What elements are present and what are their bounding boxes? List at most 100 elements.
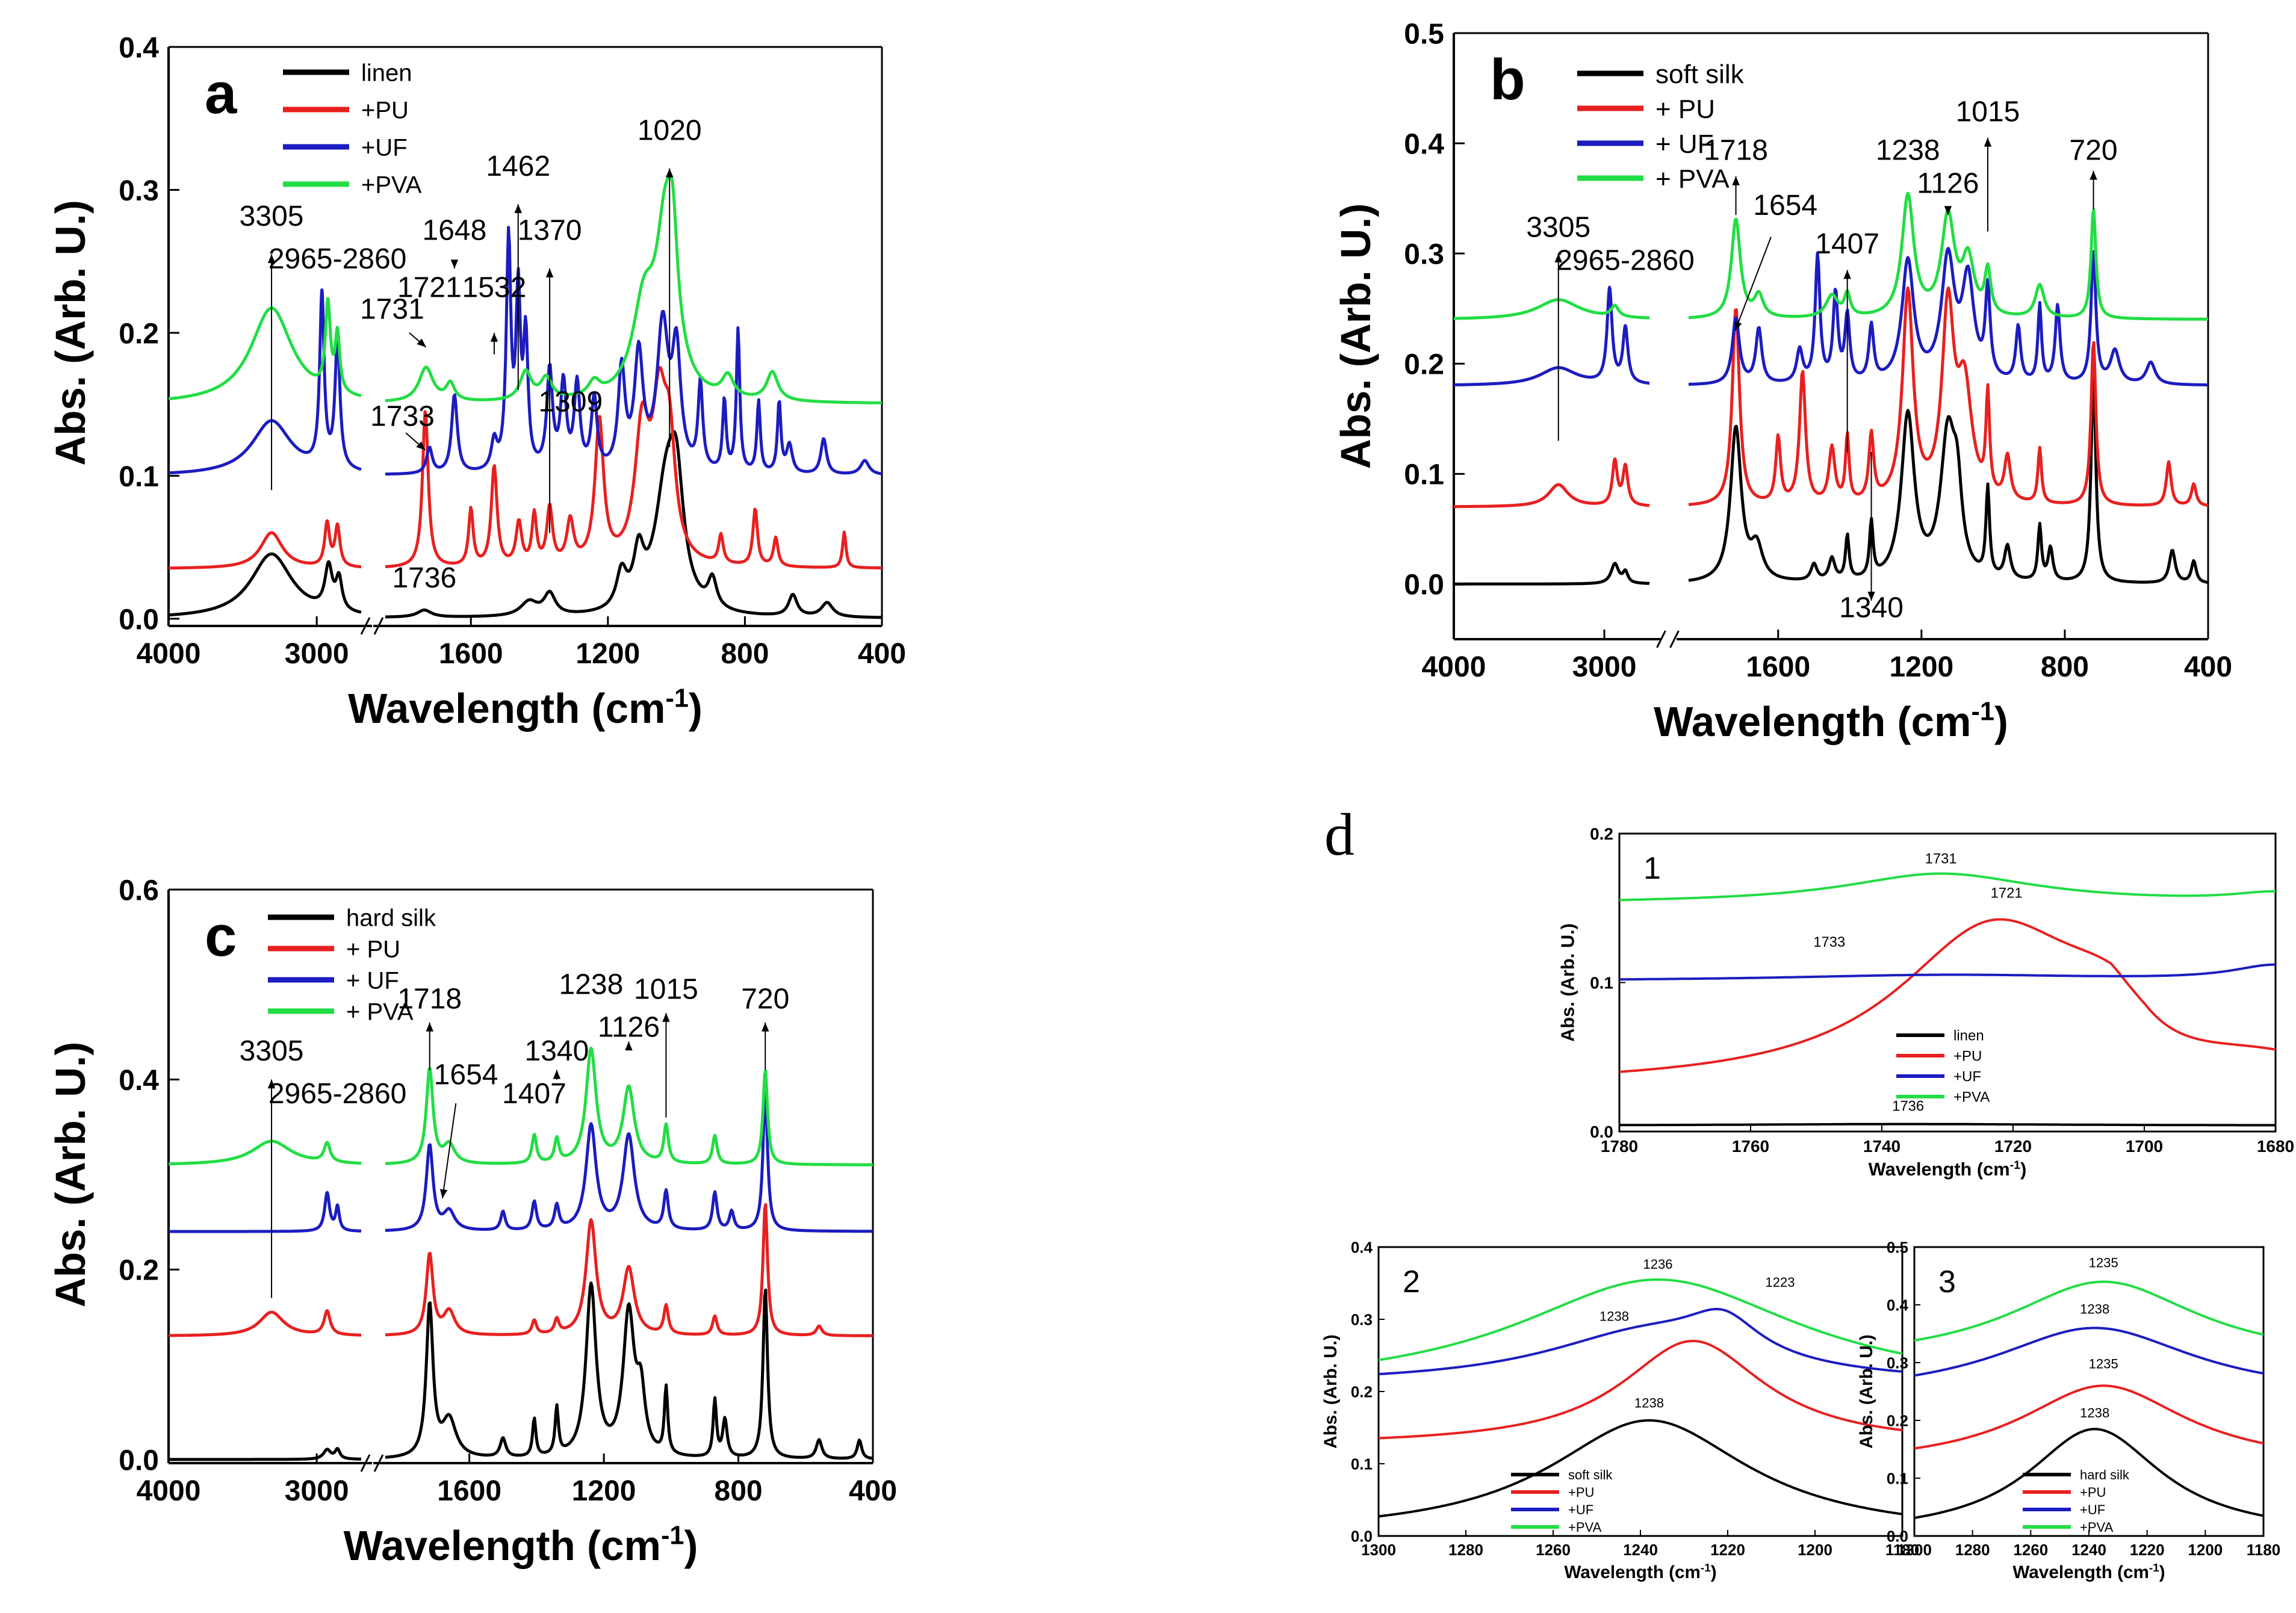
y-tick-label: 0.5	[1887, 1238, 1908, 1256]
y-tick-label: 0.0	[119, 604, 159, 636]
peak-label: 720	[2069, 135, 2117, 167]
x-tick-label: 1280	[1955, 1541, 1990, 1559]
peak-label: 1126	[1917, 167, 1979, 199]
series-line-pu	[1914, 1384, 2264, 1450]
y-tick-label: 0.1	[1590, 974, 1613, 992]
peak-arrow-head	[662, 1013, 670, 1022]
series-line-uf	[1453, 285, 1651, 386]
peak-label: 3305	[1526, 212, 1590, 244]
x-tick-label: 1740	[1863, 1137, 1900, 1156]
peak-arrow-head	[417, 338, 426, 347]
x-tick-label: 3000	[285, 1475, 349, 1507]
panel-label: c	[205, 904, 237, 968]
panel-number: 1	[1643, 851, 1661, 886]
y-tick-label: 0.2	[1590, 825, 1613, 843]
x-tick-label: 1220	[1710, 1541, 1745, 1559]
series-line-pu	[167, 1309, 362, 1337]
peak-label: 1721	[397, 272, 462, 304]
peak-label: 2965-2860	[268, 1078, 407, 1110]
y-tick-label: 0.1	[119, 461, 159, 493]
x-tick-label: 1760	[1732, 1137, 1769, 1156]
legend-label: hard silk	[2080, 1467, 2130, 1482]
peak-arrow-head	[1734, 321, 1742, 331]
chart-b: 0.0 0.1 0.2 0.3 0.4 0.5 4000 3000 1600 1200 800 400…	[1332, 18, 2232, 745]
series-line-uf	[1378, 1308, 1903, 1376]
peak-arrow-head	[439, 1189, 448, 1198]
peak-arrow-head	[416, 441, 426, 450]
legend-label: soft silk	[1655, 60, 1745, 89]
legend-label: linen	[1953, 1028, 1984, 1044]
legend-label: +PVA	[2080, 1520, 2114, 1535]
series-line-hardsilk	[1914, 1428, 2264, 1519]
y-axis-label: Abs. (Arb. U.)	[1557, 923, 1578, 1042]
y-tick-label: 0.0	[1404, 569, 1444, 601]
series-line-softsilk	[1688, 375, 2209, 584]
peak-label: 1731	[1925, 851, 1957, 867]
x-tick-label: 800	[721, 638, 769, 670]
series-line-pu	[1453, 457, 1651, 509]
peak-label: 1736	[1892, 1098, 1924, 1114]
peak-label: 1654	[434, 1059, 498, 1091]
legend-label: +PU	[361, 97, 409, 123]
peak-label: 1235	[2089, 1357, 2118, 1372]
peak-arrow-head	[1984, 137, 1992, 147]
peak-arrow-head	[625, 1041, 633, 1051]
peak-label: 1648	[423, 215, 487, 247]
y-tick-label: 0.3	[119, 175, 159, 207]
peak-label: 1238	[1876, 135, 1940, 167]
peak-label: 1731	[360, 293, 424, 325]
series-line-pva	[1453, 298, 1651, 320]
peak-arrow-head	[1732, 176, 1740, 185]
legend-label: +PU	[2080, 1485, 2106, 1500]
series-line-pva	[1619, 872, 2276, 902]
peak-label: 1370	[518, 215, 582, 247]
series-line-hardsilk	[167, 1447, 362, 1461]
peak-label: 1718	[1704, 135, 1768, 167]
y-tick-label: 0.6	[119, 875, 159, 906]
series-line-uf	[385, 1089, 873, 1233]
peak-label: 1721	[1991, 885, 2023, 901]
peak-label: 3305	[240, 200, 304, 232]
series-line-pva	[167, 297, 362, 401]
x-tick-label: 1600	[1746, 651, 1810, 683]
x-tick-label: 1200	[2188, 1541, 2223, 1559]
x-tick-label: 800	[715, 1475, 763, 1507]
x-tick-label: 400	[2184, 651, 2232, 683]
series-line-pu	[167, 519, 362, 570]
y-tick-label: 0.5	[1404, 18, 1444, 50]
legend-label: + PU	[346, 936, 400, 962]
legend-label: +UF	[2080, 1502, 2105, 1517]
y-tick-label: 0.2	[119, 1255, 159, 1287]
peak-label: 1733	[370, 400, 435, 432]
x-tick-label: 1240	[2071, 1541, 2106, 1559]
peak-label: 1020	[638, 114, 702, 146]
peak-label: 1238	[1599, 1308, 1629, 1324]
x-tick-label: 1200	[1889, 651, 1953, 683]
peak-label: 1015	[1956, 96, 2020, 128]
y-tick-label: 0.4	[1404, 128, 1444, 160]
axis-break-mark	[1656, 630, 1666, 648]
panel-number: 2	[1403, 1265, 1420, 1299]
y-tick-label: 0.0	[1351, 1527, 1373, 1545]
panel-d-label: d	[1324, 801, 1354, 868]
series-line-pva	[385, 174, 883, 404]
plot-frame	[1377, 1246, 1904, 1537]
peak-arrow-head	[545, 268, 554, 277]
peak-label: 1654	[1753, 190, 1817, 221]
series-line-pva	[167, 1139, 362, 1166]
chart-d1: 0.0 0.1 0.2 1780 1760 1740 1720 1700 1680 Wavelen…	[1557, 825, 2294, 1180]
x-tick-label: 1200	[572, 1475, 636, 1507]
x-axis-label: Wavelength (cm-1)	[348, 684, 703, 732]
y-tick-label: 0.2	[1351, 1382, 1373, 1401]
x-tick-label: 1680	[2257, 1137, 2294, 1156]
x-tick-label: 400	[849, 1475, 897, 1507]
series-line-uf	[385, 226, 883, 476]
y-tick-label: 0.2	[119, 318, 159, 350]
peak-label: 1407	[502, 1078, 566, 1110]
peak-arrow-head	[1843, 270, 1851, 279]
y-axis-label: Abs. (Arb. U.)	[1332, 203, 1379, 469]
axis-break-mark	[360, 1454, 371, 1472]
y-tick-label: 0.1	[1351, 1455, 1373, 1473]
y-tick-label: 0.4	[119, 32, 159, 64]
peak-arrow-line	[1734, 237, 1772, 331]
